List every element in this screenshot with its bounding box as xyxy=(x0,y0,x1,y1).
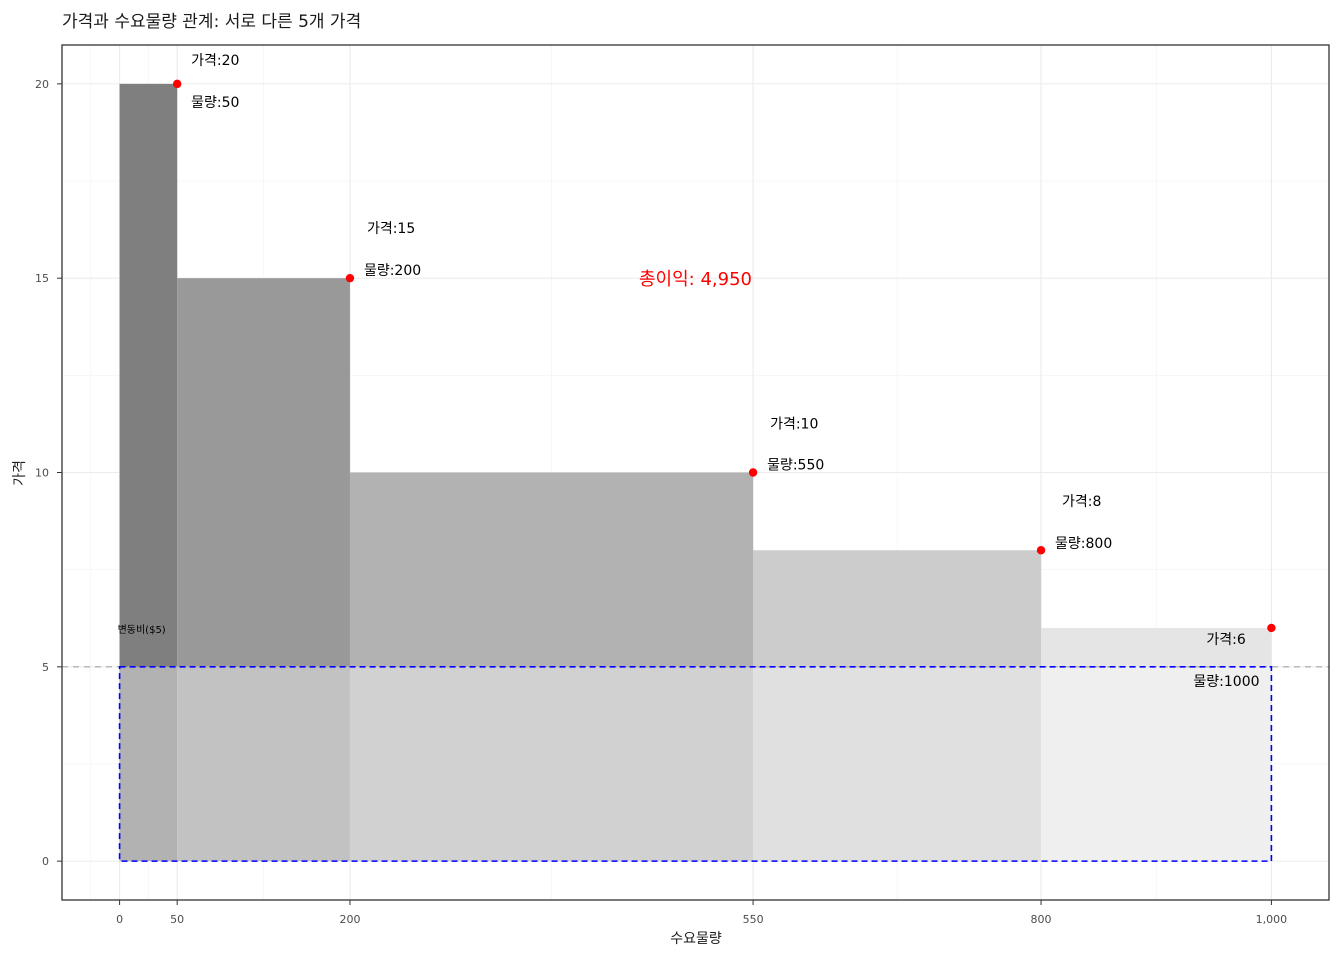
y-tick-label: 15 xyxy=(35,272,49,285)
quantity-point-label: 물량:550 xyxy=(767,458,824,474)
variable-cost-box xyxy=(118,666,1273,862)
quantity-point-label: 물량:1000 xyxy=(1193,674,1259,690)
y-tick-label: 0 xyxy=(42,855,49,868)
price-bar xyxy=(177,278,350,862)
x-tick-label: 0 xyxy=(116,913,123,926)
x-tick-label: 550 xyxy=(743,913,764,926)
y-tick-label: 20 xyxy=(35,78,49,91)
variable-cost-overlay xyxy=(119,666,1272,862)
data-point xyxy=(1036,546,1046,555)
price-point-label: 가격:6 xyxy=(1206,632,1245,648)
price-point-label: 가격:15 xyxy=(367,221,415,237)
x-tick-label: 1,000 xyxy=(1256,913,1288,926)
quantity-point-label: 물량:200 xyxy=(364,263,421,279)
chart-title: 가격과 수요물량 관계: 서로 다른 5개 가격 xyxy=(62,12,361,32)
x-tick-label: 800 xyxy=(1031,913,1052,926)
x-tick-label: 50 xyxy=(170,913,184,926)
point-labels: 변동비($5) 가격:20 물량:50 가격:15 물량:200 가격:10 물량:550 가… xyxy=(118,53,1276,690)
price-bar xyxy=(119,83,178,862)
x-tick-label: 200 xyxy=(339,913,360,926)
total-profit-label: 총이익: 4,950 xyxy=(639,269,752,290)
quantity-point-label: 물량:800 xyxy=(1055,536,1112,552)
cost-overlay xyxy=(62,666,1329,862)
x-axis-title: 수요물량 xyxy=(670,931,722,947)
quantity-point-label: 물량:50 xyxy=(191,95,239,111)
data-point xyxy=(172,79,182,89)
data-point xyxy=(748,468,758,477)
data-point xyxy=(1267,623,1276,633)
price-point-label: 가격:10 xyxy=(770,417,818,433)
y-axis-title: 가격 xyxy=(12,460,28,486)
price-point-label: 가격:20 xyxy=(191,53,239,69)
axes: 0 50 200 550 800 1,000 0 5 10 15 20 xyxy=(35,44,1330,926)
data-point xyxy=(345,273,355,283)
variable-cost-label: 변동비($5) xyxy=(118,624,166,636)
price-point-label: 가격:8 xyxy=(1062,494,1101,510)
y-tick-label: 5 xyxy=(42,661,49,674)
y-tick-label: 10 xyxy=(35,467,49,480)
price-bar xyxy=(753,550,1042,862)
